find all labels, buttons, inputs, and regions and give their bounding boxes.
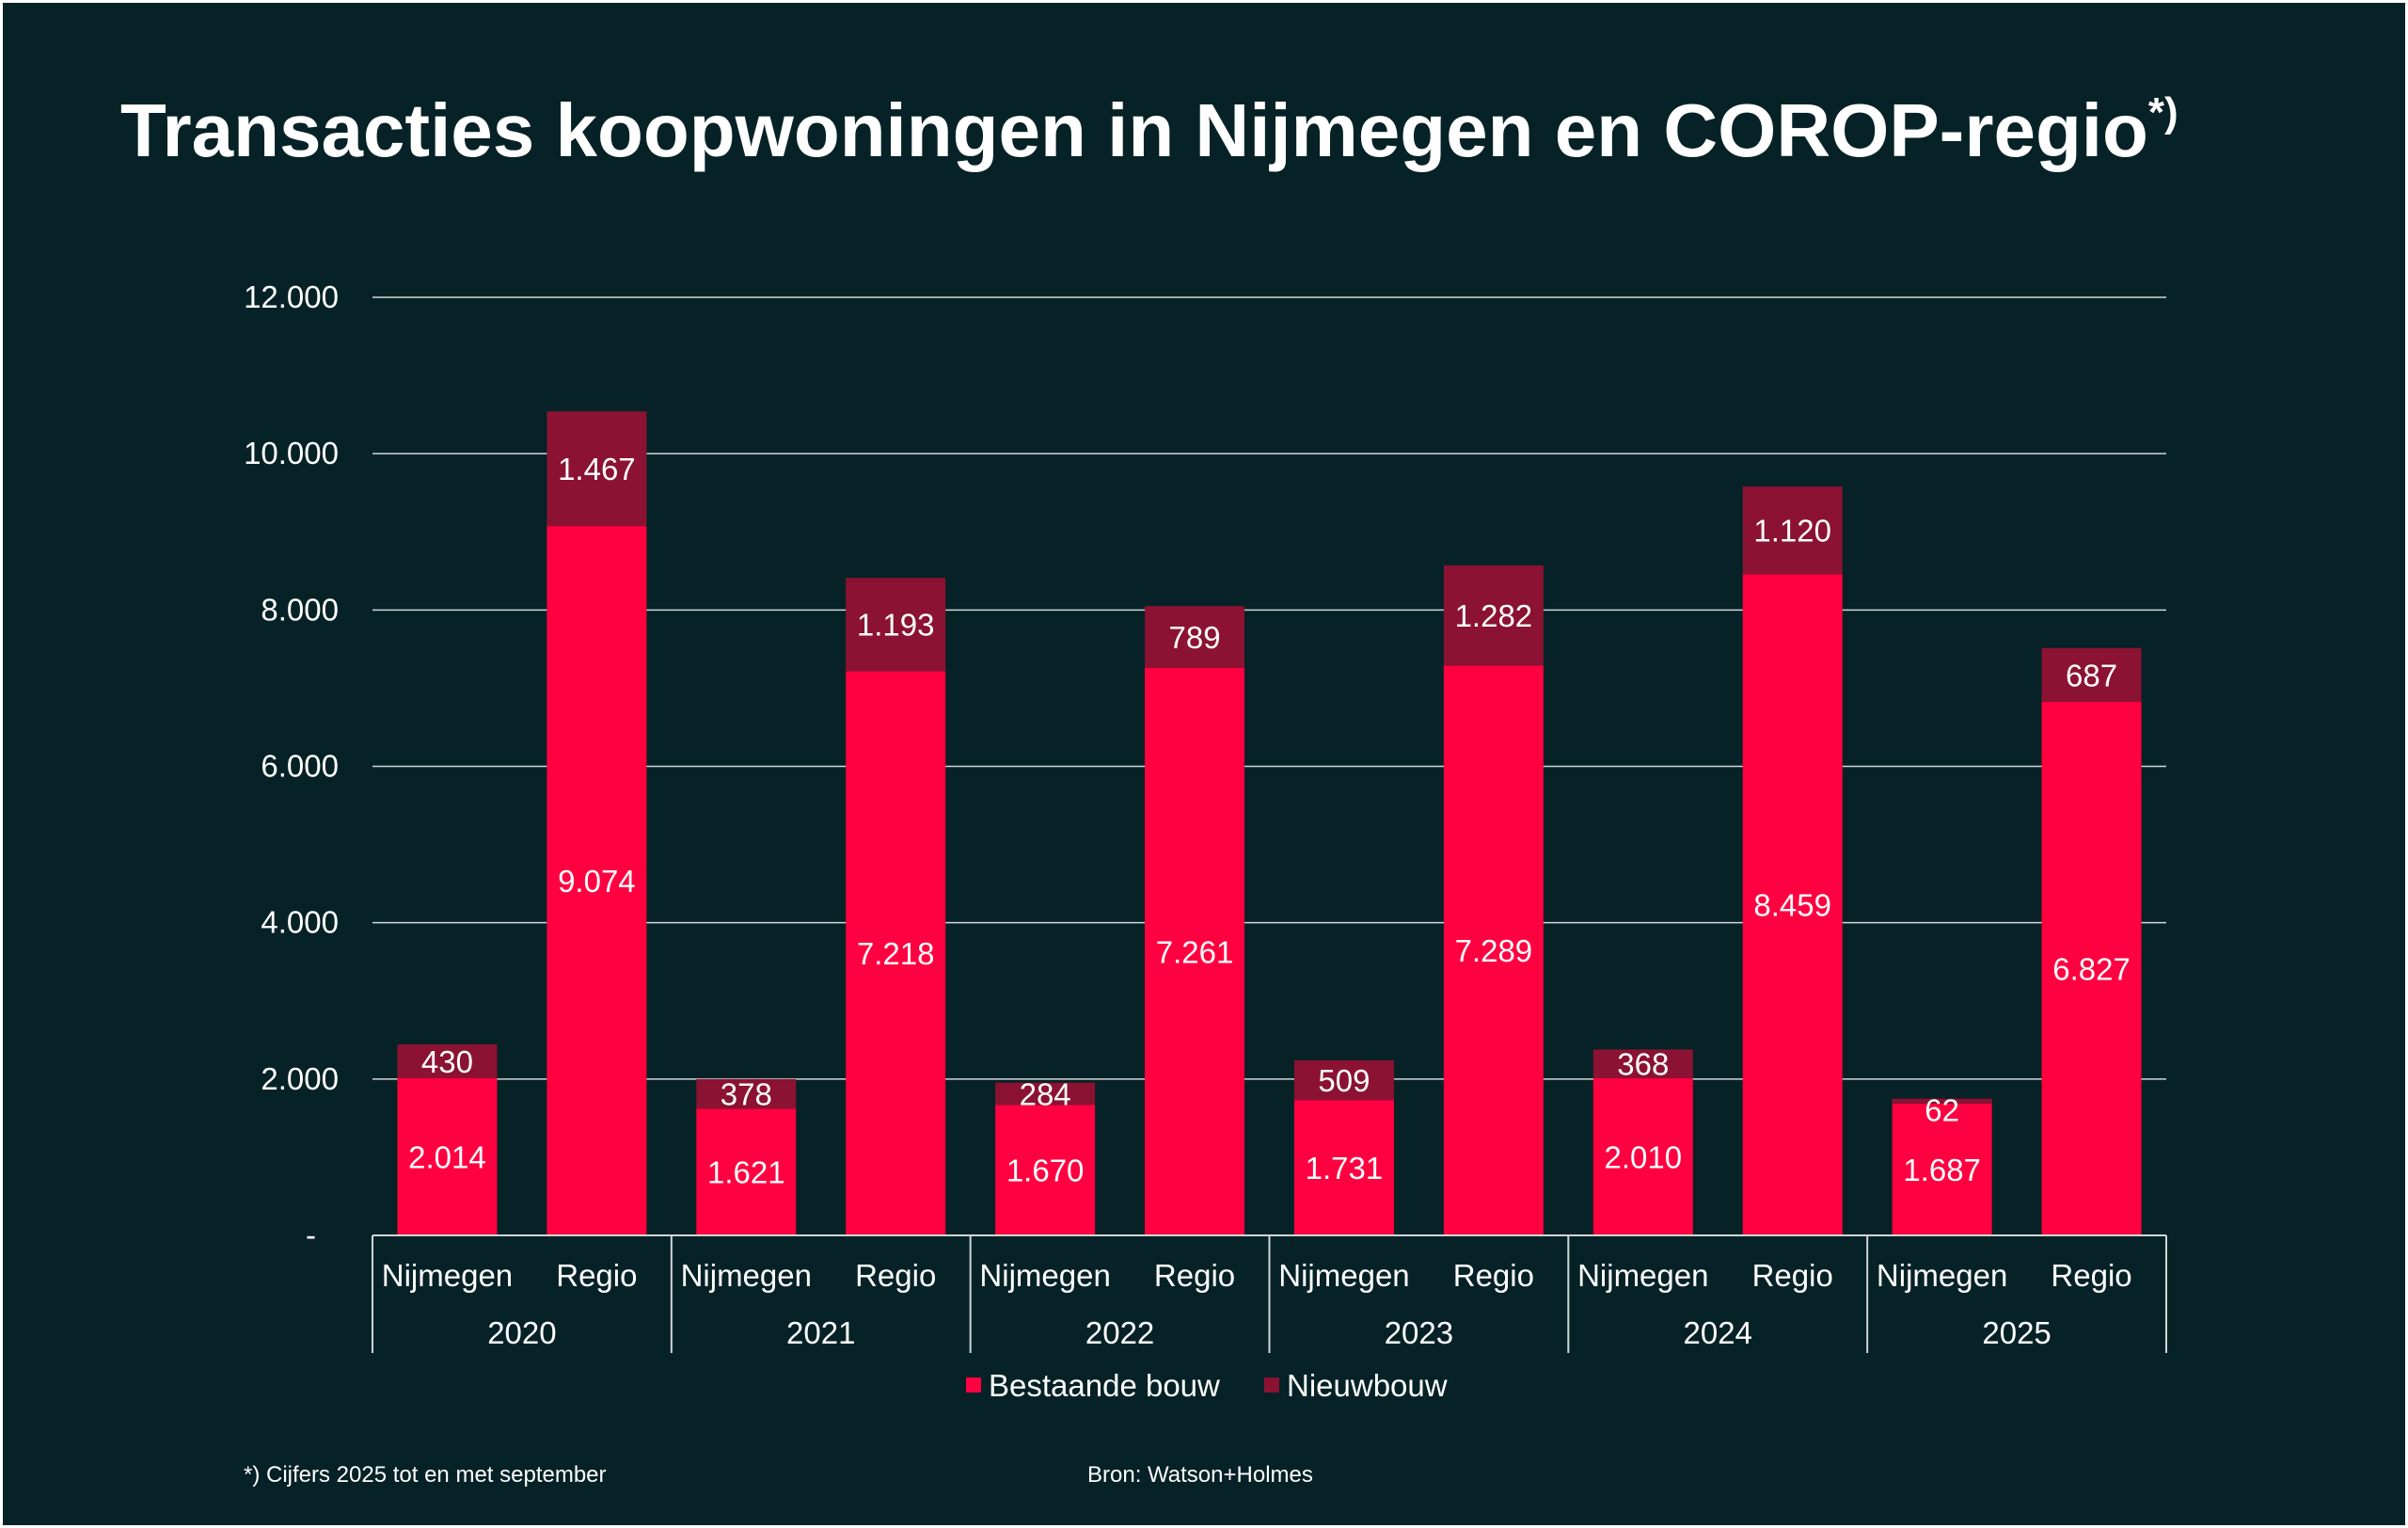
legend-label-nieuwbouw: Nieuwbouw (1287, 1368, 1448, 1403)
x-category-label: Regio (2051, 1258, 2131, 1293)
x-category-label: Regio (556, 1258, 637, 1293)
x-group-label: 2020 (487, 1315, 556, 1350)
x-category-label: Nijmegen (681, 1258, 812, 1293)
bar-nieuwbouw (2041, 647, 2142, 702)
x-category-label: Nijmegen (1877, 1258, 2007, 1293)
bar-nieuwbouw (995, 1082, 1096, 1106)
legend-label-bestaande-bouw: Bestaande bouw (989, 1368, 1220, 1403)
x-category-label: Nijmegen (382, 1258, 513, 1293)
bar-nieuwbouw (397, 1043, 498, 1078)
data-label-nieuwbouw: 509 (1318, 1063, 1370, 1098)
x-group-label: 2025 (1982, 1315, 2051, 1350)
data-label-bestaande-bouw: 1.731 (1306, 1151, 1384, 1186)
data-label-nieuwbouw: 378 (721, 1077, 772, 1112)
chart-title: Transacties koopwoningen in Nijmegen en … (120, 88, 2178, 172)
data-label-nieuwbouw: 1.282 (1455, 598, 1533, 633)
legend: Bestaande bouw Nieuwbouw (966, 1368, 1448, 1403)
title-superscript: *) (2148, 89, 2178, 135)
bar-nieuwbouw (696, 1078, 797, 1109)
legend-swatch-bestaande-bouw (966, 1377, 981, 1393)
data-label-bestaande-bouw: 6.827 (2052, 951, 2131, 986)
bar-nieuwbouw (1592, 1049, 1693, 1079)
data-label-bestaande-bouw: 8.459 (1753, 888, 1831, 923)
y-tick-label: 10.000 (244, 436, 339, 470)
bar-bestaande-bouw (2041, 701, 2142, 1235)
data-label-nieuwbouw: 1.120 (1753, 514, 1831, 549)
data-label-bestaande-bouw: 1.687 (1903, 1153, 1981, 1187)
gridlines (372, 296, 2166, 1080)
bar-bestaande-bouw (1742, 574, 1843, 1235)
x-category-label: Nijmegen (1278, 1258, 1409, 1293)
x-group-label: 2022 (1085, 1315, 1154, 1350)
y-tick-label: 4.000 (261, 905, 339, 940)
x-category-label: Regio (1752, 1258, 1833, 1293)
y-axis-ticks: - 2.000 4.000 6.000 8.000 10.000 12.000 (244, 279, 339, 1252)
data-label-bestaande-bouw: 1.621 (707, 1155, 785, 1190)
y-tick-label: 6.000 (261, 749, 339, 784)
bar-bestaande-bouw (1892, 1103, 1992, 1235)
data-label-nieuwbouw: 368 (1617, 1047, 1669, 1082)
x-category-label: Regio (1453, 1258, 1534, 1293)
data-label-nieuwbouw: 284 (1020, 1077, 1071, 1112)
bar-bestaande-bouw (995, 1105, 1096, 1235)
bar-bestaande-bouw (1293, 1100, 1394, 1235)
bar-bestaande-bouw (846, 671, 946, 1235)
y-tick-label: 8.000 (261, 592, 339, 627)
data-label-nieuwbouw: 1.193 (857, 608, 935, 643)
x-category-label: Regio (1154, 1258, 1235, 1293)
bar-nieuwbouw (1443, 565, 1544, 666)
data-label-bestaande-bouw: 7.261 (1156, 934, 1234, 969)
y-tick-label: 2.000 (261, 1061, 339, 1096)
x-category-label: Nijmegen (1577, 1258, 1708, 1293)
data-label-bestaande-bouw: 9.074 (558, 864, 636, 899)
data-label-bestaande-bouw: 1.670 (1006, 1154, 1085, 1188)
bar-nieuwbouw (1892, 1098, 1992, 1104)
chart: Transacties koopwoningen in Nijmegen en … (120, 88, 2178, 1488)
bar-bestaande-bouw (1145, 667, 1245, 1235)
bar-nieuwbouw (1742, 486, 1843, 575)
x-group-label: 2024 (1684, 1315, 1752, 1350)
x-group-label: 2021 (786, 1315, 855, 1350)
y-tick-label: - (306, 1218, 316, 1252)
bars (397, 411, 2142, 1235)
bar-bestaande-bouw (696, 1108, 797, 1235)
data-label-bestaande-bouw: 7.289 (1455, 933, 1533, 968)
source-note: Bron: Watson+Holmes (1087, 1462, 1313, 1488)
bar-bestaande-bouw (1592, 1078, 1693, 1235)
bar-nieuwbouw (547, 411, 647, 527)
data-label-bestaande-bouw: 2.010 (1604, 1140, 1682, 1175)
bar-bestaande-bouw (397, 1077, 498, 1235)
data-label-bestaande-bouw: 7.218 (857, 936, 935, 971)
x-group-label: 2023 (1385, 1315, 1453, 1350)
legend-swatch-nieuwbouw (1264, 1377, 1279, 1393)
bar-nieuwbouw (1145, 606, 1245, 668)
x-axis: Nijmegen Regio Nijmegen Regio Nijmegen Regio N… (372, 1234, 2167, 1353)
bar-bestaande-bouw (547, 526, 647, 1235)
data-label-nieuwbouw: 1.467 (558, 452, 636, 486)
footnote: *) Cijfers 2025 tot en met september (244, 1462, 607, 1488)
data-label-nieuwbouw: 430 (421, 1044, 473, 1079)
x-category-label: Nijmegen (979, 1258, 1110, 1293)
chart-frame: Transacties koopwoningen in Nijmegen en … (3, 3, 2405, 1525)
bar-nieuwbouw (846, 578, 946, 672)
data-label-nieuwbouw: 789 (1169, 620, 1221, 655)
x-category-label: Regio (855, 1258, 936, 1293)
bar-bestaande-bouw (1443, 665, 1544, 1235)
data-label-bestaande-bouw: 2.014 (408, 1139, 486, 1174)
data-label-nieuwbouw: 687 (2066, 658, 2117, 692)
data-label-nieuwbouw: 62 (1925, 1093, 1959, 1128)
bar-nieuwbouw (1293, 1059, 1394, 1101)
y-tick-label: 12.000 (244, 279, 339, 314)
data-labels: 2.014 430 9.074 1.467 1.621 378 7.218 1.193 1.67… (408, 452, 2131, 1190)
